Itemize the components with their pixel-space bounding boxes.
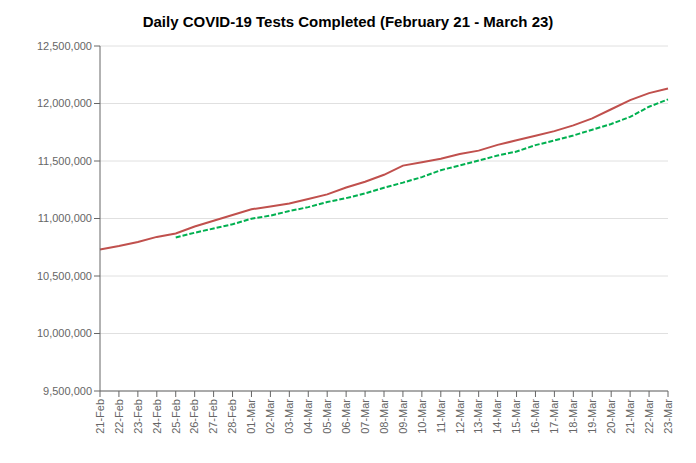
svg-text:11,000,000: 11,000,000 <box>38 212 92 224</box>
svg-text:05-Mar: 05-Mar <box>321 399 333 434</box>
svg-text:22-Mar: 22-Mar <box>643 399 655 434</box>
svg-text:14-Mar: 14-Mar <box>491 399 503 434</box>
svg-text:07-Mar: 07-Mar <box>359 399 371 434</box>
svg-text:23-Mar: 23-Mar <box>662 399 674 434</box>
svg-text:18-Mar: 18-Mar <box>567 399 579 434</box>
svg-text:10,000,000: 10,000,000 <box>37 327 92 339</box>
svg-text:13-Mar: 13-Mar <box>472 399 484 434</box>
svg-text:04-Mar: 04-Mar <box>302 399 314 434</box>
svg-text:27-Feb: 27-Feb <box>207 399 219 434</box>
svg-text:23-Feb: 23-Feb <box>132 399 144 434</box>
svg-text:10-Mar: 10-Mar <box>416 399 428 434</box>
svg-text:28-Feb: 28-Feb <box>226 399 238 434</box>
svg-text:11,500,000: 11,500,000 <box>38 155 92 167</box>
svg-text:01-Mar: 01-Mar <box>245 399 257 434</box>
svg-text:24-Feb: 24-Feb <box>151 399 163 434</box>
svg-text:22-Feb: 22-Feb <box>113 399 125 434</box>
svg-text:15-Mar: 15-Mar <box>510 399 522 434</box>
svg-text:09-Mar: 09-Mar <box>397 399 409 434</box>
svg-text:12,500,000: 12,500,000 <box>37 40 92 52</box>
svg-text:12,000,000: 12,000,000 <box>37 97 92 109</box>
svg-text:11-Mar: 11-Mar <box>435 399 447 433</box>
svg-text:26-Feb: 26-Feb <box>188 399 200 434</box>
svg-text:19-Mar: 19-Mar <box>586 399 598 434</box>
svg-text:03-Mar: 03-Mar <box>283 399 295 434</box>
svg-text:21-Mar: 21-Mar <box>624 399 636 434</box>
svg-text:10,500,000: 10,500,000 <box>37 270 92 282</box>
html-text:Daily COVID-19 Tests Completed: Daily COVID-19 Tests Completed (February… <box>142 13 554 30</box>
svg-text:9,500,000: 9,500,000 <box>43 385 92 397</box>
svg-text:17-Mar: 17-Mar <box>548 399 560 434</box>
svg-text:12-Mar: 12-Mar <box>454 399 466 434</box>
svg-text:16-Mar: 16-Mar <box>529 399 541 434</box>
svg-text:08-Mar: 08-Mar <box>378 399 390 434</box>
svg-text:25-Feb: 25-Feb <box>170 399 182 434</box>
svg-text:21-Feb: 21-Feb <box>94 399 106 434</box>
svg-text:02-Mar: 02-Mar <box>264 399 276 434</box>
svg-text:20-Mar: 20-Mar <box>605 399 617 434</box>
svg-text:06-Mar: 06-Mar <box>340 399 352 434</box>
